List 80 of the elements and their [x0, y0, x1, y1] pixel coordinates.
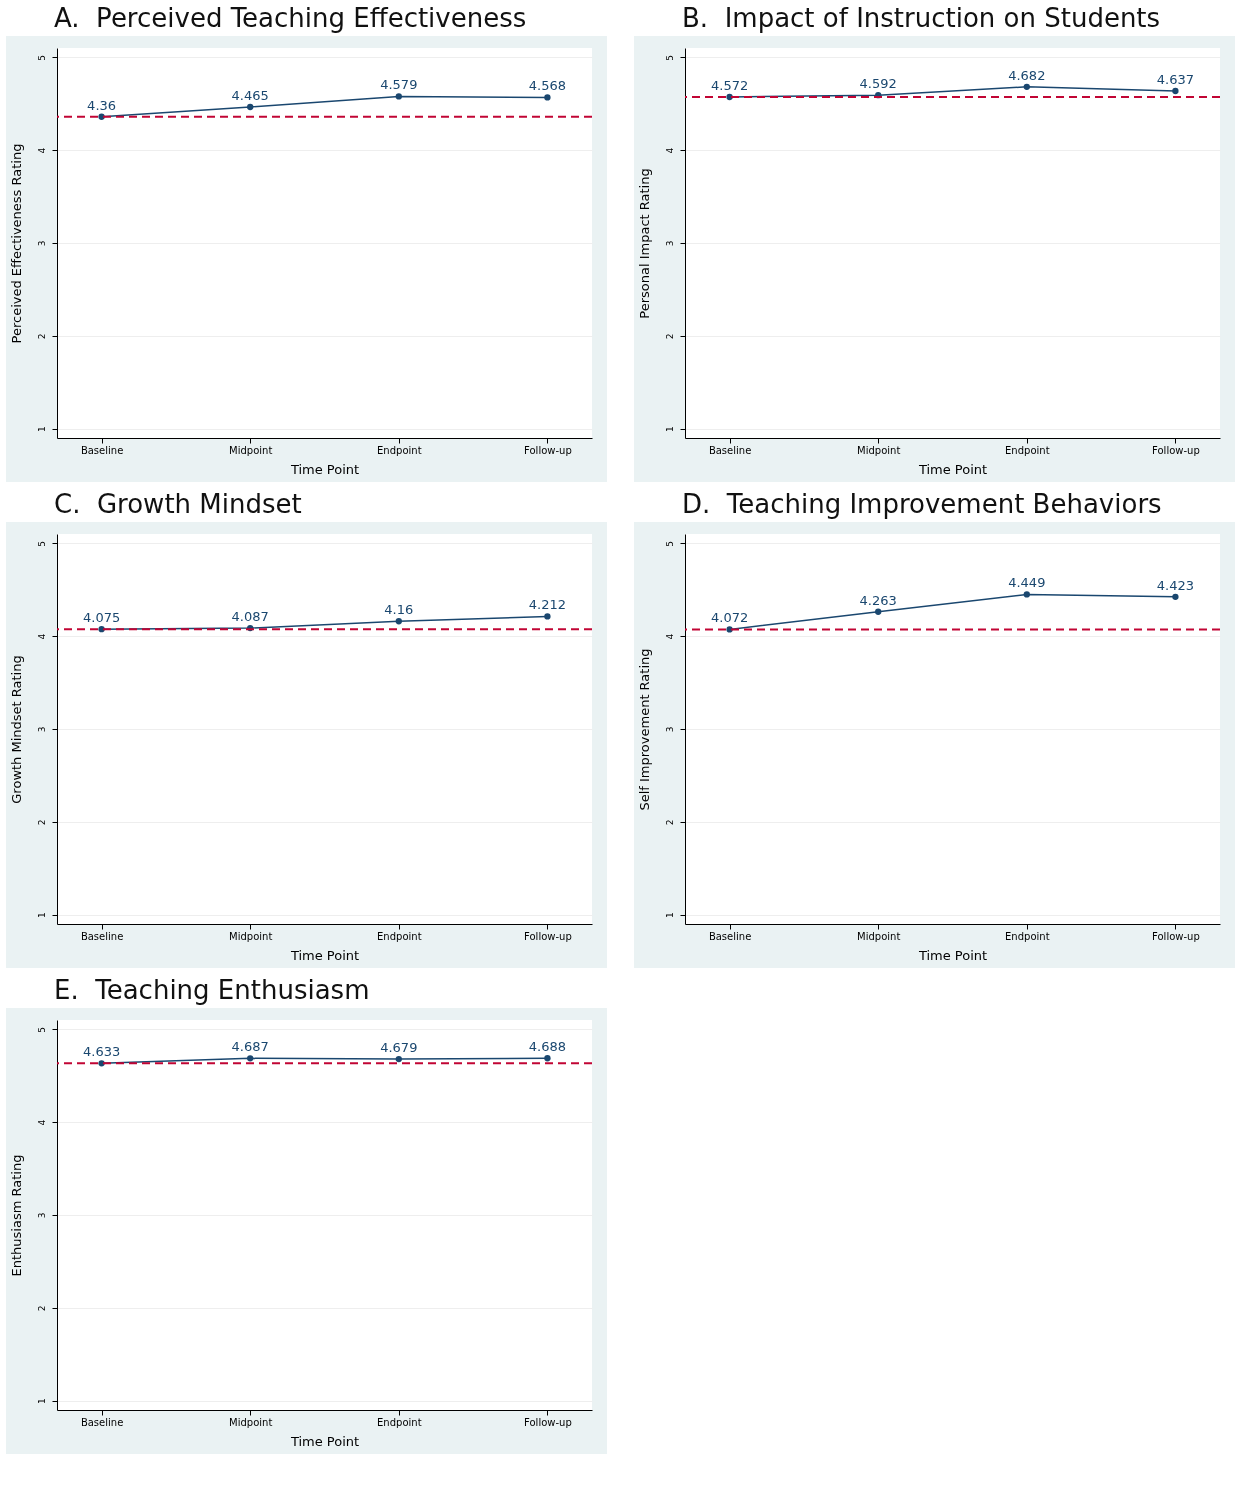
- y-axis-title: Enthusiasm Rating: [8, 1154, 24, 1277]
- y-tick-label: 4: [36, 1119, 47, 1126]
- y-tick-label: 5: [36, 1026, 47, 1033]
- chart-title: D. Teaching Improvement Behaviors: [681, 488, 1163, 521]
- y-tick-label: 2: [36, 819, 47, 826]
- x-tick-label: Endpoint: [377, 930, 422, 942]
- y-axis-title: Perceived Effectiveness Rating: [8, 143, 24, 344]
- y-tick-label: 3: [664, 726, 675, 733]
- data-label: 4.449: [1008, 575, 1046, 591]
- x-tick-label: Baseline: [708, 444, 752, 456]
- data-label: 4.592: [859, 76, 897, 92]
- x-tick-label: Baseline: [708, 930, 752, 942]
- y-tick-label: 5: [36, 54, 47, 61]
- data-label: 4.633: [82, 1044, 121, 1060]
- x-tick-label: Midpoint: [229, 1416, 273, 1428]
- x-tick-label: Midpoint: [857, 444, 901, 456]
- data-label: 4.465: [231, 87, 269, 103]
- data-label: 4.36: [87, 97, 117, 113]
- y-tick-label: 1: [36, 1398, 47, 1405]
- x-tick-label: Follow-up: [524, 444, 572, 456]
- y-tick-label: 4: [36, 147, 47, 154]
- data-label: 4.682: [1008, 67, 1046, 83]
- y-tick-label: 4: [36, 633, 47, 640]
- y-axis-title: Growth Mindset Rating: [8, 655, 24, 804]
- x-tick-label: Midpoint: [229, 444, 273, 456]
- x-tick-label: Midpoint: [229, 930, 273, 942]
- chart-title: C. Growth Mindset: [53, 488, 303, 521]
- data-label: 4.423: [1156, 577, 1195, 593]
- y-tick-label: 3: [36, 1212, 47, 1219]
- y-tick-label: 3: [664, 240, 675, 247]
- x-tick-label: Midpoint: [857, 930, 901, 942]
- x-axis-title: Time Point: [289, 461, 360, 477]
- chart-title: A. Perceived Teaching Effectiveness: [53, 2, 528, 35]
- y-tick-label: 5: [36, 540, 47, 547]
- y-tick-label: 1: [664, 912, 675, 919]
- y-tick-label: 2: [36, 1305, 47, 1312]
- data-label: 4.212: [528, 597, 567, 613]
- x-tick-label: Follow-up: [524, 930, 572, 942]
- x-tick-label: Follow-up: [524, 1416, 572, 1428]
- x-axis-title: Time Point: [917, 947, 988, 963]
- y-tick-label: 1: [36, 912, 47, 919]
- data-label: 4.072: [710, 610, 749, 626]
- y-tick-label: 3: [36, 240, 47, 247]
- x-tick-label: Endpoint: [377, 444, 422, 456]
- y-tick-label: 3: [36, 726, 47, 733]
- chart-title: B. Impact of Instruction on Students: [681, 2, 1162, 35]
- x-tick-label: Endpoint: [377, 1416, 422, 1428]
- data-label: 4.572: [710, 78, 749, 94]
- data-label: 4.579: [380, 77, 418, 93]
- data-label: 4.263: [859, 592, 897, 608]
- y-tick-label: 2: [36, 333, 47, 340]
- y-axis-title: Self Improvement Rating: [636, 648, 652, 811]
- x-tick-label: Baseline: [80, 930, 124, 942]
- x-axis-title: Time Point: [289, 947, 360, 963]
- x-tick-label: Endpoint: [1005, 444, 1050, 456]
- x-tick-label: Follow-up: [1152, 444, 1200, 456]
- y-tick-label: 2: [664, 333, 675, 340]
- y-tick-label: 1: [36, 426, 47, 433]
- y-tick-label: 2: [664, 819, 675, 826]
- x-tick-label: Follow-up: [1152, 930, 1200, 942]
- x-tick-label: Baseline: [80, 444, 124, 456]
- y-axis-title: Personal Impact Rating: [636, 168, 652, 319]
- y-tick-label: 4: [664, 633, 675, 640]
- data-label: 4.16: [384, 602, 414, 618]
- y-tick-label: 4: [664, 147, 675, 154]
- data-label: 4.687: [231, 1039, 269, 1055]
- x-tick-label: Endpoint: [1005, 930, 1050, 942]
- data-label: 4.568: [528, 78, 567, 94]
- y-tick-label: 1: [664, 426, 675, 433]
- y-tick-label: 5: [664, 540, 675, 547]
- chart-title: E. Teaching Enthusiasm: [53, 974, 371, 1007]
- data-label: 4.087: [231, 609, 269, 625]
- data-label: 4.679: [380, 1040, 418, 1056]
- data-label: 4.075: [82, 610, 121, 626]
- x-axis-title: Time Point: [917, 461, 988, 477]
- data-label: 4.688: [528, 1039, 567, 1055]
- x-axis-title: Time Point: [289, 1433, 360, 1449]
- y-tick-label: 5: [664, 54, 675, 61]
- data-label: 4.637: [1156, 71, 1195, 87]
- x-tick-label: Baseline: [80, 1416, 124, 1428]
